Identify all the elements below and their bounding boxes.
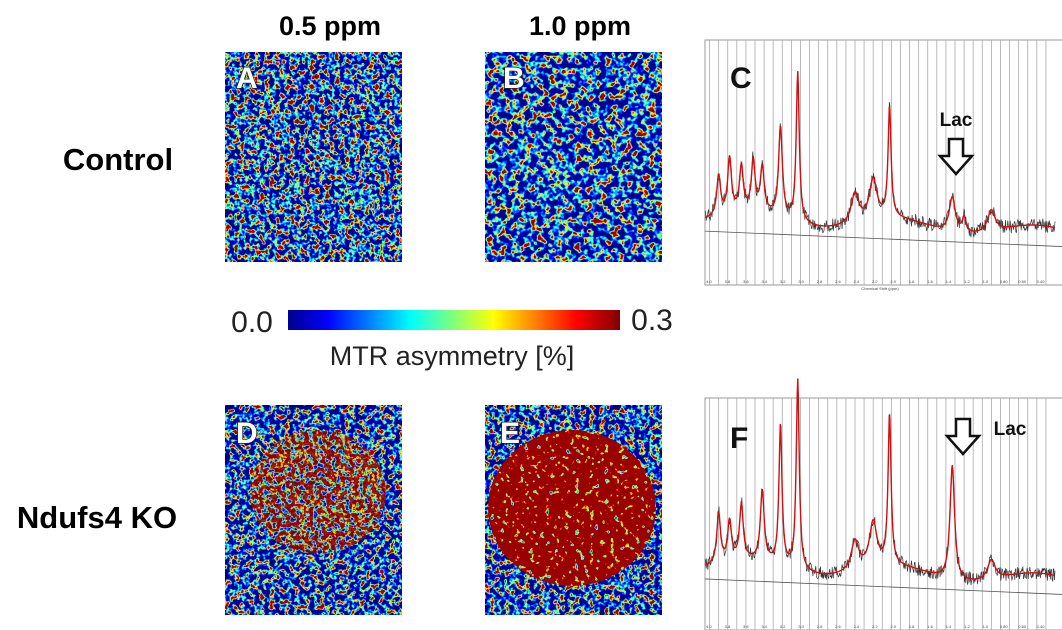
column-header: 0.5 ppm <box>279 11 381 41</box>
panel-letter: C <box>730 62 752 95</box>
spectrum-tick-label: 3.2 <box>780 279 786 284</box>
spectrum-tick-label: 2.8 <box>817 279 823 284</box>
spectrum-tick-label: 1.6 <box>927 279 933 284</box>
colorbar <box>288 310 620 330</box>
spectrum-tick-label: 3.6 <box>743 279 749 284</box>
arrow <box>944 417 982 456</box>
spectrum-tick-label: 3.8 <box>725 624 731 629</box>
spectrum-tick-label: 2.2 <box>872 279 878 284</box>
mtr-map <box>225 52 402 262</box>
map-region <box>488 430 656 586</box>
spectrum-tick-label: 2.4 <box>854 279 860 284</box>
baseline <box>704 578 1062 595</box>
annotation: Lac <box>994 419 1027 440</box>
spectrum-tick-label: 0.80 <box>1000 624 1009 629</box>
colorbar-max: 0.3 <box>631 304 673 337</box>
colorbar-min: 0.0 <box>231 306 273 339</box>
colorbar-label: MTR asymmetry [%] <box>330 341 575 371</box>
spectrum-tick-label: 2.4 <box>854 624 860 629</box>
spectrum-tick-label: 3.4 <box>761 624 767 629</box>
spectrum-tick-label: 2.8 <box>817 624 823 629</box>
spectrum-fit <box>704 71 1056 232</box>
spectrum-tick-label: 2.6 <box>835 624 841 629</box>
panel-letter: F <box>730 422 748 455</box>
column-header: 1.0 ppm <box>529 11 631 41</box>
spectrum-tick-label: 1.0 <box>983 279 989 284</box>
spectrum-fit <box>704 378 1056 580</box>
spectrum-tick-label: 3.4 <box>761 279 767 284</box>
mtr-map <box>485 52 662 262</box>
spectrum-tick-label: 1.2 <box>964 279 970 284</box>
spectrum-tick-label: 0.60 <box>1018 624 1027 629</box>
spectrum-tick-label: 1.2 <box>964 624 970 629</box>
arrow <box>937 137 975 176</box>
panel-letter: D <box>236 417 258 450</box>
spectrum-tick-label: 2.0 <box>890 624 896 629</box>
spectrum-tick-label: 2.0 <box>890 279 896 284</box>
spectrum-tick-label: 0.40 <box>1037 279 1046 284</box>
spectrum-tick-label: 1.6 <box>927 624 933 629</box>
spectrum-tick-label: 3.0 <box>798 624 804 629</box>
spectrum-tick-label: 1.4 <box>946 279 952 284</box>
annotation: Lac <box>940 110 973 131</box>
spectrum-tick-label: 1.8 <box>909 624 915 629</box>
spectrum-tick-label: 1.0 <box>983 624 989 629</box>
spectrum-tick-label: 4.0 <box>706 279 712 284</box>
spectrum-tick-label: 3.8 <box>725 279 731 284</box>
row-label: Control <box>63 142 173 177</box>
row-label: Ndufs4 KO <box>17 500 177 535</box>
spectrum-tick-label: 0.60 <box>1018 279 1027 284</box>
spectrum-tick-label: 3.6 <box>743 624 749 629</box>
panel-letter: B <box>503 62 525 95</box>
spectrum-frame <box>704 39 1062 286</box>
spectrum-tick-label: 1.4 <box>946 624 952 629</box>
spectrum-tick-label: 2.2 <box>872 624 878 629</box>
spectrum-tick-label: 2.6 <box>835 279 841 284</box>
spectrum-tick-label: 3.0 <box>798 279 804 284</box>
panel-letter: E <box>500 417 520 450</box>
spectrum-tick-label: 3.2 <box>780 624 786 629</box>
spectrum-tick-label: 0.80 <box>1000 279 1009 284</box>
spectrum-tick-label: 0.40 <box>1037 624 1046 629</box>
map-region <box>250 430 386 554</box>
baseline <box>704 230 1062 247</box>
spectrum-tick-label: 1.8 <box>909 279 915 284</box>
spectrum-tick-label: 4.0 <box>706 624 712 629</box>
spectrum-axis-label: Chemical Shift (ppm) <box>861 286 899 291</box>
panel-letter: A <box>236 62 258 95</box>
